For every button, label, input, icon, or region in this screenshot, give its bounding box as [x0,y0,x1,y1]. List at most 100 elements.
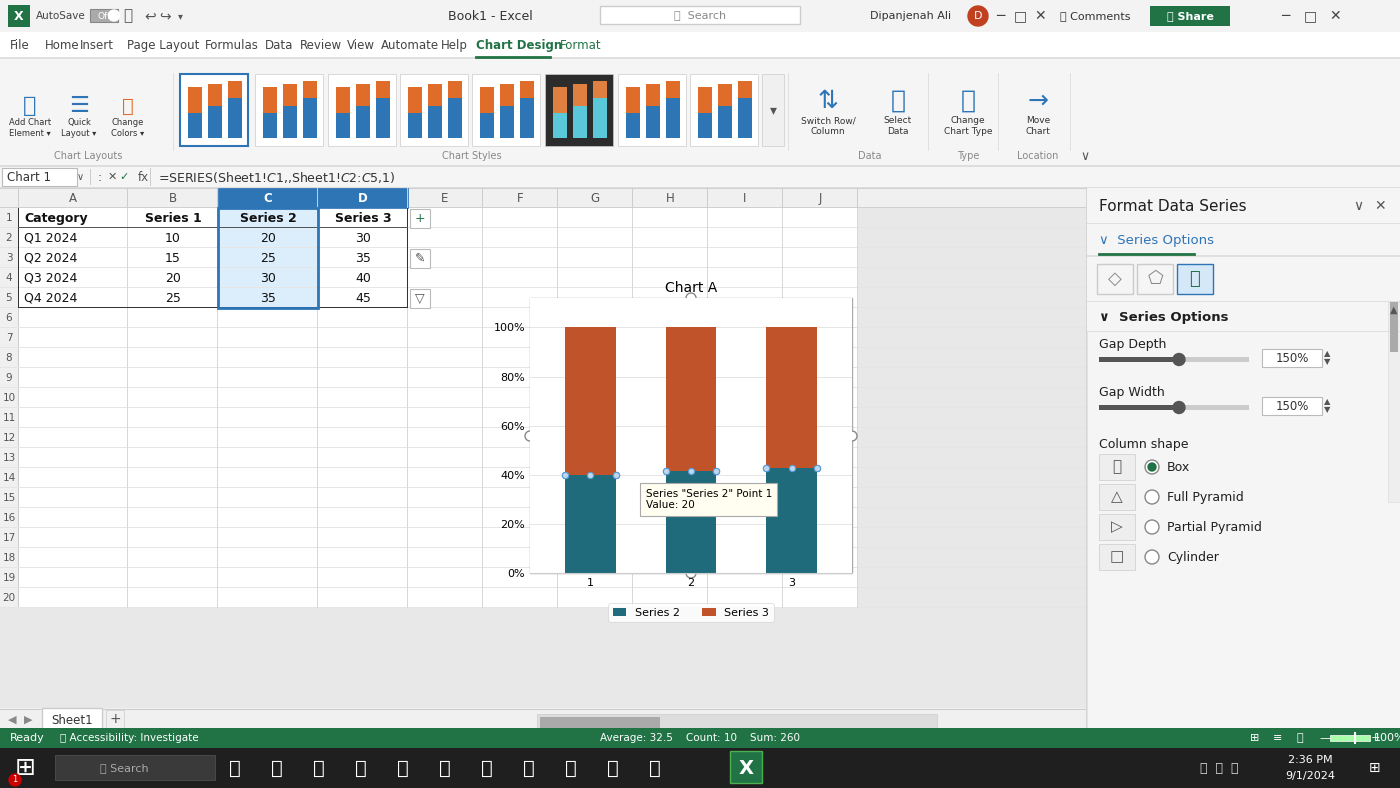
Text: Quick
Layout ▾: Quick Layout ▾ [62,118,97,138]
Text: 19: 19 [3,573,15,583]
Bar [127,228,218,248]
Bar [0,166,1400,167]
Bar [0,367,1086,368]
Bar [407,388,483,408]
Bar [783,328,858,348]
Bar [1177,264,1212,294]
Text: Move
Chart: Move Chart [1026,117,1050,136]
Bar [318,188,407,208]
Bar [400,74,468,146]
Bar [218,268,318,288]
Bar [0,58,1400,59]
Bar [559,488,633,508]
Bar [209,106,223,138]
Bar [708,508,783,528]
Text: 1: 1 [13,775,18,785]
Bar [553,113,567,138]
Bar [1098,264,1133,294]
Text: View: View [347,39,375,51]
Bar [783,248,858,268]
Bar [318,328,407,348]
Text: Data: Data [858,151,882,161]
Bar [1086,188,1400,728]
Bar [0,507,1086,508]
Text: Sheet1: Sheet1 [52,713,92,727]
Text: ▾: ▾ [770,103,777,117]
Text: 📧: 📧 [314,759,325,778]
Bar [553,87,567,113]
Bar [483,228,559,248]
Text: 16: 16 [3,513,15,523]
Bar [377,80,391,98]
Bar [1099,357,1249,362]
Bar [127,308,218,328]
Text: 9/1/2024: 9/1/2024 [1285,771,1336,781]
Bar [0,328,18,348]
Text: ✕: ✕ [1035,9,1046,23]
Bar [633,488,708,508]
Bar [0,348,18,368]
Bar [318,548,407,568]
Bar [127,488,218,508]
Bar [127,248,218,268]
Bar [645,84,659,106]
Bar [336,113,350,138]
Text: 📊: 📊 [1113,459,1121,474]
Bar [783,508,858,528]
Bar [356,84,370,106]
Bar [566,328,616,475]
Bar [483,248,559,268]
Bar [127,448,218,468]
Text: Automate: Automate [381,39,440,51]
Bar [0,527,1086,528]
Text: 45: 45 [356,292,371,304]
Text: ▷: ▷ [1112,519,1123,534]
Text: 20: 20 [165,272,181,284]
Bar [0,709,1086,710]
Text: Q1 2024: Q1 2024 [24,232,77,244]
Bar [218,568,318,588]
Bar [519,98,533,138]
Text: ✕: ✕ [1329,9,1341,23]
Bar [407,308,483,328]
Text: ∨: ∨ [77,172,84,182]
Bar [559,348,633,368]
Text: 2:36 PM: 2:36 PM [1288,755,1333,765]
Bar [318,388,407,408]
Text: ⊞: ⊞ [1369,761,1380,775]
Bar [708,268,783,288]
Bar [1099,514,1135,540]
Bar [18,208,127,228]
Bar [318,568,407,588]
Bar [559,368,633,388]
Bar [18,308,127,328]
Bar [1086,224,1400,256]
Bar [633,448,708,468]
Bar [18,508,127,528]
Text: Column shape: Column shape [1099,437,1189,451]
Text: Dipanjenah Ali: Dipanjenah Ali [869,11,951,21]
Text: 💬: 💬 [566,759,577,778]
Text: Select
Data: Select Data [883,117,913,136]
Bar [407,448,483,468]
Bar [283,106,297,138]
Bar [318,368,407,388]
Text: Format Data Series: Format Data Series [1099,199,1246,214]
Bar [218,528,318,548]
Bar [1086,331,1400,332]
Bar [18,568,127,588]
Bar [1261,349,1322,367]
Bar [559,328,633,348]
Bar [18,348,127,368]
Bar [0,427,1086,428]
Bar [0,268,18,288]
Text: Ready: Ready [10,733,45,743]
Text: ▲: ▲ [1324,350,1330,359]
Text: 25: 25 [165,292,181,304]
Bar [783,208,858,228]
Bar [218,388,318,408]
Bar [1149,6,1231,26]
Bar [0,708,1086,732]
Bar [407,188,483,208]
Bar [559,428,633,448]
